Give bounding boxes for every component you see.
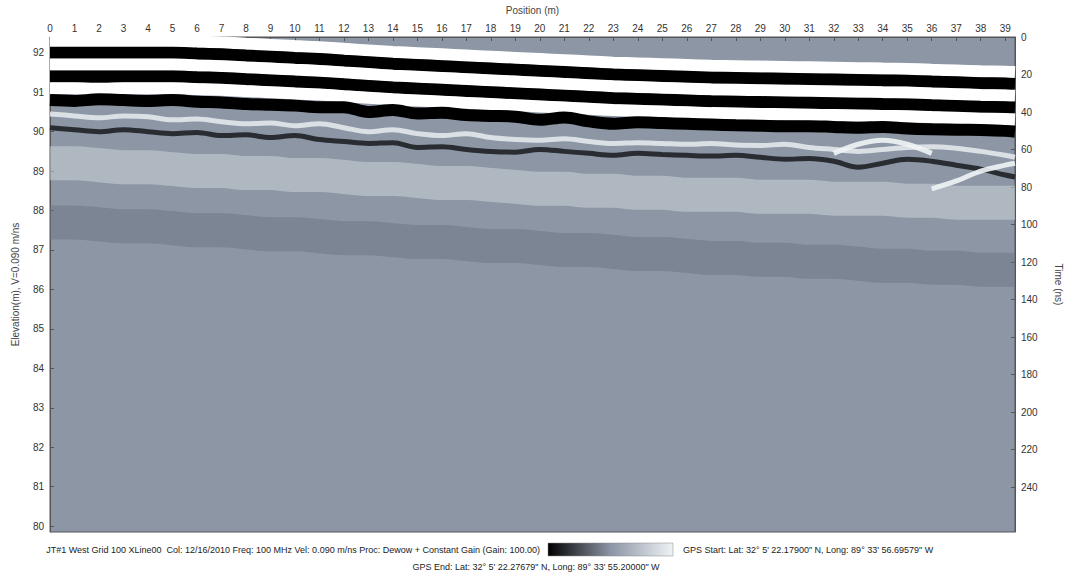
svg-text:81: 81 [33, 481, 45, 492]
svg-text:240: 240 [1021, 482, 1038, 493]
svg-text:Position (m): Position (m) [506, 5, 559, 16]
svg-text:22: 22 [583, 23, 595, 34]
svg-text:36: 36 [926, 23, 938, 34]
svg-text:17: 17 [461, 23, 473, 34]
svg-text:15: 15 [412, 23, 424, 34]
svg-text:12: 12 [338, 23, 350, 34]
svg-text:29: 29 [755, 23, 767, 34]
svg-text:14: 14 [387, 23, 399, 34]
svg-text:20: 20 [1021, 69, 1033, 80]
svg-text:100: 100 [1021, 219, 1038, 230]
svg-text:33: 33 [853, 23, 865, 34]
svg-text:30: 30 [779, 23, 791, 34]
svg-text:25: 25 [657, 23, 669, 34]
svg-text:1: 1 [72, 23, 78, 34]
svg-text:7: 7 [219, 23, 225, 34]
svg-text:GPS Start: Lat: 32° 5' 22.1790: GPS Start: Lat: 32° 5' 22.17900" N, Long… [683, 545, 934, 555]
svg-text:19: 19 [510, 23, 522, 34]
svg-text:140: 140 [1021, 294, 1038, 305]
svg-text:16: 16 [436, 23, 448, 34]
svg-text:6: 6 [194, 23, 200, 34]
svg-text:160: 160 [1021, 332, 1038, 343]
svg-text:20: 20 [534, 23, 546, 34]
svg-text:13: 13 [363, 23, 375, 34]
svg-text:10: 10 [289, 23, 301, 34]
svg-text:200: 200 [1021, 407, 1038, 418]
svg-text:38: 38 [975, 23, 987, 34]
svg-text:80: 80 [33, 521, 45, 532]
svg-text:3: 3 [121, 23, 127, 34]
svg-text:26: 26 [681, 23, 693, 34]
svg-text:0: 0 [47, 23, 53, 34]
svg-text:2: 2 [96, 23, 102, 34]
svg-text:83: 83 [33, 402, 45, 413]
svg-text:0: 0 [1021, 32, 1027, 43]
svg-text:39: 39 [1000, 23, 1012, 34]
svg-text:23: 23 [608, 23, 620, 34]
svg-text:85: 85 [33, 323, 45, 334]
svg-text:5: 5 [170, 23, 176, 34]
svg-text:89: 89 [33, 166, 45, 177]
svg-text:9: 9 [268, 23, 274, 34]
svg-text:27: 27 [706, 23, 718, 34]
svg-text:11: 11 [314, 23, 325, 34]
svg-text:GPS End: Lat: 32° 5' 22.27679": GPS End: Lat: 32° 5' 22.27679" N, Long: … [412, 562, 660, 572]
svg-text:35: 35 [902, 23, 914, 34]
svg-text:JT#1 West Grid 100 XLine00 Co: JT#1 West Grid 100 XLine00 Col: 12/16/20… [46, 545, 540, 555]
svg-text:8: 8 [243, 23, 249, 34]
svg-text:34: 34 [877, 23, 889, 34]
svg-text:28: 28 [730, 23, 742, 34]
svg-text:37: 37 [951, 23, 963, 34]
svg-text:87: 87 [33, 244, 45, 255]
svg-text:24: 24 [632, 23, 644, 34]
svg-text:88: 88 [33, 205, 45, 216]
svg-text:4: 4 [145, 23, 151, 34]
svg-text:31: 31 [804, 23, 816, 34]
svg-text:90: 90 [33, 126, 45, 137]
svg-text:82: 82 [33, 442, 45, 453]
svg-text:84: 84 [33, 363, 45, 374]
svg-text:Elevation(m), V=0.090 m/ns: Elevation(m), V=0.090 m/ns [10, 223, 21, 347]
svg-text:40: 40 [1021, 107, 1033, 118]
svg-text:91: 91 [33, 87, 45, 98]
svg-text:18: 18 [485, 23, 497, 34]
svg-text:60: 60 [1021, 144, 1033, 155]
svg-text:21: 21 [559, 23, 571, 34]
svg-text:180: 180 [1021, 369, 1038, 380]
svg-text:220: 220 [1021, 444, 1038, 455]
svg-text:Time (ns): Time (ns) [1053, 264, 1064, 306]
svg-text:80: 80 [1021, 182, 1033, 193]
svg-text:32: 32 [828, 23, 840, 34]
svg-text:120: 120 [1021, 257, 1038, 268]
svg-text:92: 92 [33, 47, 45, 58]
svg-text:86: 86 [33, 284, 45, 295]
